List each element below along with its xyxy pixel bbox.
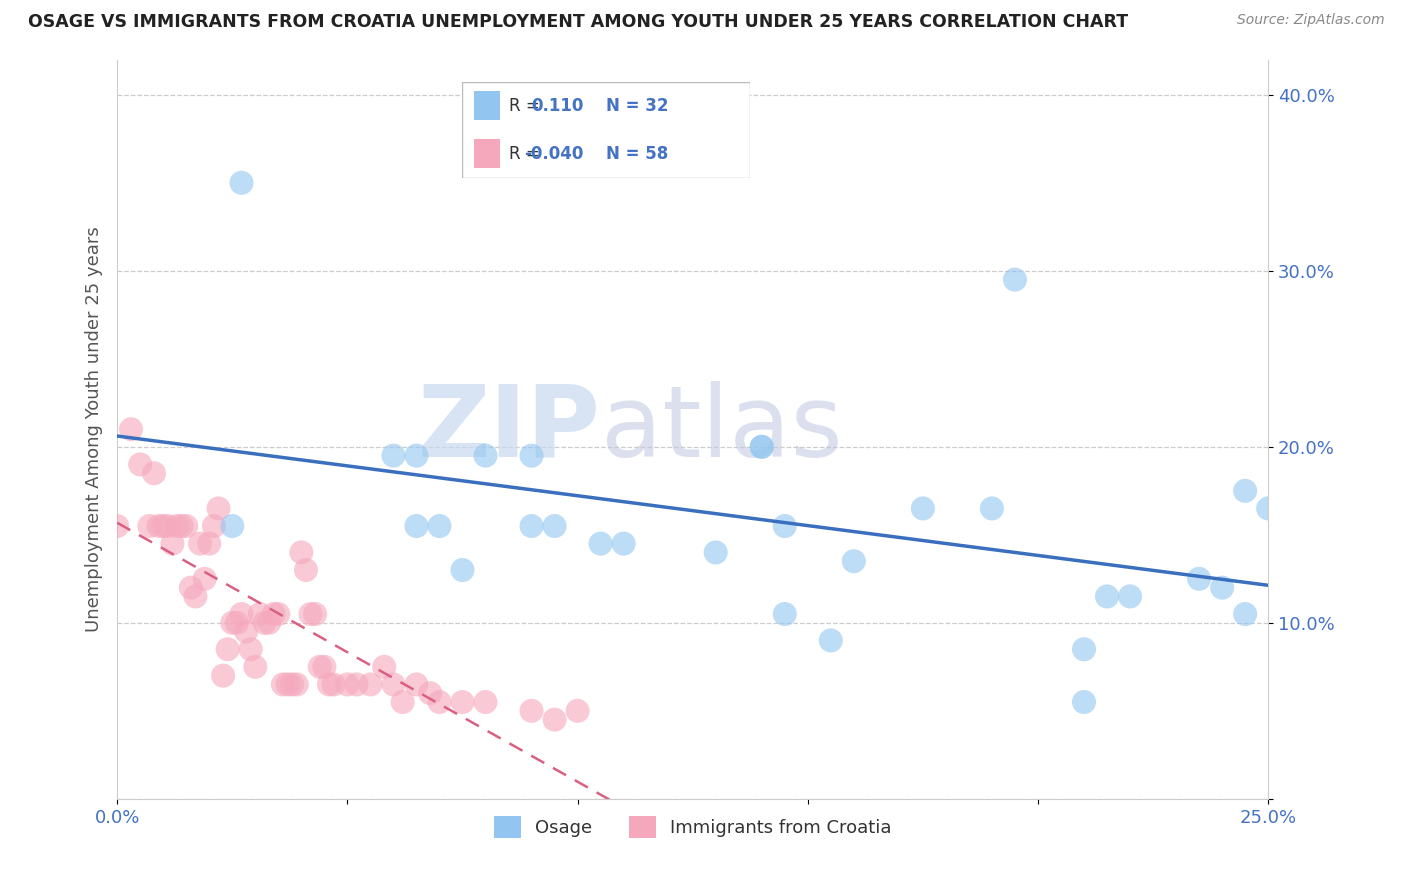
Point	[1188, 572, 1211, 586]
Point	[382, 677, 405, 691]
Point	[308, 660, 330, 674]
Point	[589, 536, 612, 550]
Point	[520, 449, 543, 463]
Point	[322, 677, 344, 691]
Point	[391, 695, 413, 709]
Point	[138, 519, 160, 533]
Point	[474, 695, 496, 709]
Point	[773, 519, 796, 533]
Point	[249, 607, 271, 621]
Point	[231, 176, 253, 190]
Point	[239, 642, 262, 657]
Text: atlas: atlas	[600, 381, 842, 478]
Point	[188, 536, 211, 550]
Point	[405, 519, 427, 533]
Point	[202, 519, 225, 533]
Point	[359, 677, 381, 691]
Point	[520, 704, 543, 718]
Point	[543, 713, 565, 727]
Point	[221, 615, 243, 630]
Point	[198, 536, 221, 550]
Point	[336, 677, 359, 691]
Point	[231, 607, 253, 621]
Point	[980, 501, 1002, 516]
Point	[221, 519, 243, 533]
Point	[281, 677, 304, 691]
Point	[257, 615, 280, 630]
Point	[162, 536, 184, 550]
Point	[148, 519, 170, 533]
Point	[129, 458, 152, 472]
Point	[105, 519, 128, 533]
Point	[217, 642, 239, 657]
Point	[277, 677, 299, 691]
Point	[1119, 590, 1142, 604]
Point	[267, 607, 290, 621]
Point	[1095, 590, 1118, 604]
Point	[1234, 607, 1257, 621]
Point	[451, 563, 474, 577]
Text: Source: ZipAtlas.com: Source: ZipAtlas.com	[1237, 13, 1385, 28]
Point	[184, 590, 207, 604]
Y-axis label: Unemployment Among Youth under 25 years: Unemployment Among Youth under 25 years	[86, 227, 103, 632]
Point	[773, 607, 796, 621]
Point	[405, 677, 427, 691]
Point	[429, 519, 451, 533]
Point	[820, 633, 842, 648]
Point	[170, 519, 193, 533]
Point	[304, 607, 326, 621]
Point	[429, 695, 451, 709]
Point	[613, 536, 636, 550]
Legend: Osage, Immigrants from Croatia: Osage, Immigrants from Croatia	[486, 809, 898, 846]
Point	[346, 677, 368, 691]
Point	[156, 519, 179, 533]
Point	[194, 572, 217, 586]
Point	[1073, 695, 1095, 709]
Point	[405, 449, 427, 463]
Point	[290, 545, 312, 559]
Point	[299, 607, 322, 621]
Point	[120, 422, 142, 436]
Point	[263, 607, 285, 621]
Point	[318, 677, 340, 691]
Point	[751, 440, 773, 454]
Point	[225, 615, 247, 630]
Point	[474, 449, 496, 463]
Point	[1073, 642, 1095, 657]
Point	[245, 660, 267, 674]
Point	[911, 501, 934, 516]
Point	[253, 615, 276, 630]
Point	[451, 695, 474, 709]
Point	[520, 519, 543, 533]
Text: OSAGE VS IMMIGRANTS FROM CROATIA UNEMPLOYMENT AMONG YOUTH UNDER 25 YEARS CORRELA: OSAGE VS IMMIGRANTS FROM CROATIA UNEMPLO…	[28, 13, 1128, 31]
Point	[285, 677, 308, 691]
Point	[235, 624, 257, 639]
Point	[1234, 483, 1257, 498]
Point	[271, 677, 294, 691]
Point	[567, 704, 589, 718]
Point	[166, 519, 188, 533]
Point	[382, 449, 405, 463]
Point	[751, 440, 773, 454]
Point	[314, 660, 336, 674]
Point	[174, 519, 197, 533]
Point	[180, 581, 202, 595]
Point	[373, 660, 395, 674]
Text: ZIP: ZIP	[418, 381, 600, 478]
Point	[704, 545, 727, 559]
Point	[295, 563, 318, 577]
Point	[143, 467, 166, 481]
Point	[419, 686, 441, 700]
Point	[212, 668, 235, 682]
Point	[1211, 581, 1233, 595]
Point	[152, 519, 174, 533]
Point	[207, 501, 229, 516]
Point	[1004, 272, 1026, 286]
Point	[1257, 501, 1279, 516]
Point	[543, 519, 565, 533]
Point	[842, 554, 865, 568]
